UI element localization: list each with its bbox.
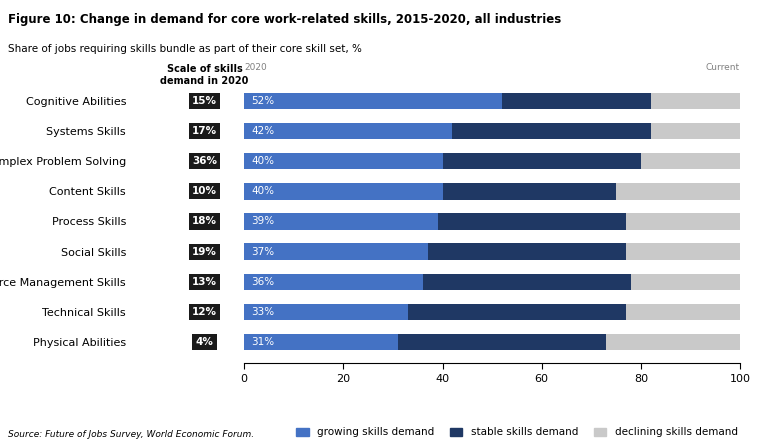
Bar (244, 183, 443, 200)
Bar (626, 243, 740, 260)
Bar (398, 334, 606, 350)
Text: 33%: 33% (252, 307, 275, 317)
Text: 42%: 42% (252, 126, 275, 136)
Bar (626, 304, 740, 320)
Text: 36%: 36% (252, 277, 275, 287)
Text: 31%: 31% (252, 337, 275, 347)
Bar (502, 93, 651, 109)
Bar (407, 304, 626, 320)
Text: 36%: 36% (192, 156, 217, 166)
Text: 40%: 40% (252, 187, 275, 196)
Bar (244, 304, 407, 320)
Bar (617, 183, 740, 200)
Bar (651, 123, 740, 139)
Text: Share of jobs requiring skills bundle as part of their core skill set, %: Share of jobs requiring skills bundle as… (8, 44, 362, 54)
Bar (428, 243, 626, 260)
Bar (244, 273, 423, 290)
Bar (244, 123, 452, 139)
Legend: growing skills demand, stable skills demand, declining skills demand: growing skills demand, stable skills dem… (296, 427, 738, 437)
Text: 40%: 40% (252, 156, 275, 166)
Text: 10%: 10% (192, 187, 217, 196)
Text: Current: Current (706, 63, 740, 72)
Bar (452, 123, 651, 139)
Bar (651, 93, 740, 109)
Text: 37%: 37% (252, 247, 275, 256)
Bar (244, 243, 428, 260)
Bar (244, 93, 502, 109)
Bar (244, 213, 438, 230)
Bar (423, 273, 631, 290)
Text: Source: Future of Jobs Survey, World Economic Forum.: Source: Future of Jobs Survey, World Eco… (8, 430, 254, 439)
Text: 2020: 2020 (244, 63, 267, 72)
Bar (631, 273, 740, 290)
Text: 19%: 19% (192, 247, 217, 256)
Text: Scale of skills
demand in 2020: Scale of skills demand in 2020 (160, 64, 249, 86)
Bar (244, 153, 443, 170)
Bar (443, 153, 641, 170)
Text: 13%: 13% (192, 277, 217, 287)
Text: 52%: 52% (252, 96, 275, 106)
Bar (244, 334, 398, 350)
Text: 12%: 12% (192, 307, 217, 317)
Text: 15%: 15% (192, 96, 217, 106)
Bar (438, 213, 626, 230)
Text: 18%: 18% (192, 217, 217, 226)
Bar (626, 213, 740, 230)
Text: 4%: 4% (195, 337, 214, 347)
Text: 39%: 39% (252, 217, 275, 226)
Bar (443, 183, 616, 200)
Text: 17%: 17% (192, 126, 217, 136)
Bar (641, 153, 740, 170)
Bar (606, 334, 740, 350)
Text: Figure 10: Change in demand for core work-related skills, 2015-2020, all industr: Figure 10: Change in demand for core wor… (8, 13, 561, 26)
